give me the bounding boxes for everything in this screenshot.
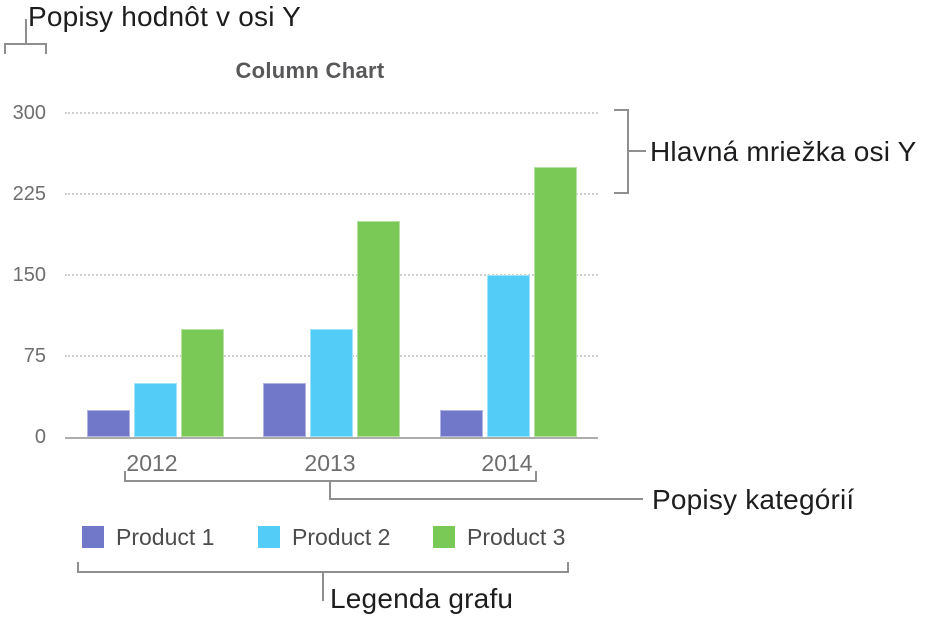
x-axis-line — [65, 437, 598, 439]
legend-label: Product 3 — [467, 524, 566, 550]
category-label-2014: 2014 — [481, 450, 533, 476]
annotation-category-labels: Popisy kategórií — [652, 484, 855, 515]
annotation-legend: Legenda grafu — [330, 583, 514, 614]
y-tick-label-225: 225 — [12, 183, 46, 205]
bar-product-3-2013 — [357, 221, 400, 437]
bar-product-1-2013 — [263, 383, 306, 437]
bar-product-3-2014 — [534, 167, 577, 437]
y-tick-label-0: 0 — [34, 426, 46, 448]
bar-product-1-2012 — [87, 410, 130, 437]
y-tick-label-300: 300 — [12, 102, 46, 124]
callout-line-category-labels — [331, 498, 643, 500]
legend-label: Product 2 — [292, 524, 391, 550]
legend-label: Product 1 — [116, 524, 215, 550]
bar-product-3-2012 — [181, 329, 224, 437]
annotation-y-gridlines: Hlavná mriežka osi Y — [650, 136, 917, 167]
callout-stem-y-value-labels — [25, 19, 27, 45]
y-tick-label-75: 75 — [23, 345, 46, 367]
bar-product-2-2013 — [310, 329, 353, 437]
y-tick-label-150: 150 — [12, 264, 46, 286]
callout-bracket-y-value-labels — [4, 43, 47, 54]
legend-swatch-icon — [258, 526, 280, 548]
bar-product-1-2014 — [440, 410, 483, 437]
bar-product-2-2014 — [487, 275, 530, 437]
y-gridline-225 — [65, 193, 598, 195]
category-label-2012: 2012 — [126, 450, 178, 476]
bar-product-2-2012 — [134, 383, 177, 437]
y-gridline-150 — [65, 274, 598, 276]
category-label-2013: 2013 — [304, 450, 356, 476]
callout-stem-category-labels — [329, 480, 331, 500]
legend-swatch-icon — [82, 526, 104, 548]
y-gridline-300 — [65, 112, 598, 114]
callout-stem-y-gridlines — [629, 150, 646, 152]
legend-swatch-icon — [433, 526, 455, 548]
callout-bracket-y-gridlines — [614, 109, 629, 194]
callout-stem-legend — [322, 571, 324, 601]
annotation-y-value-labels: Popisy hodnôt v osi Y — [28, 1, 301, 32]
chart-title: Column Chart — [235, 58, 385, 83]
